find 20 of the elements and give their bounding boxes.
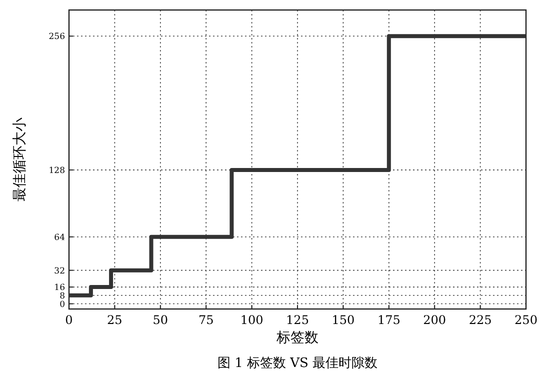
x-tick-label: 250 — [514, 313, 538, 327]
y-tick-label: 128 — [48, 166, 65, 176]
x-tick-label: 75 — [198, 313, 214, 327]
text: 图 1 标签数 VS 最佳时隙数 — [217, 356, 378, 371]
x-tick-label: 225 — [468, 313, 492, 327]
x-tick-label: 150 — [332, 313, 355, 327]
x-tick-label: 200 — [423, 313, 446, 327]
x-tick-label: 175 — [377, 313, 400, 327]
x-tick-label: 125 — [286, 313, 309, 327]
y-tick-label: 256 — [48, 32, 65, 42]
y-tick-label: 16 — [54, 283, 65, 294]
x-tick-label: 25 — [107, 313, 122, 327]
x-tick-label: 50 — [152, 313, 168, 327]
y-tick-label: 0 — [60, 300, 65, 310]
y-tick-label: 64 — [54, 232, 65, 243]
x-axis-title: 标签数 — [276, 330, 318, 346]
y-axis-title: 最佳循环大小 — [12, 118, 28, 202]
y-tick-label: 32 — [54, 266, 65, 276]
y-tick-label: 8 — [60, 291, 65, 302]
x-tick-label: 100 — [240, 313, 264, 327]
